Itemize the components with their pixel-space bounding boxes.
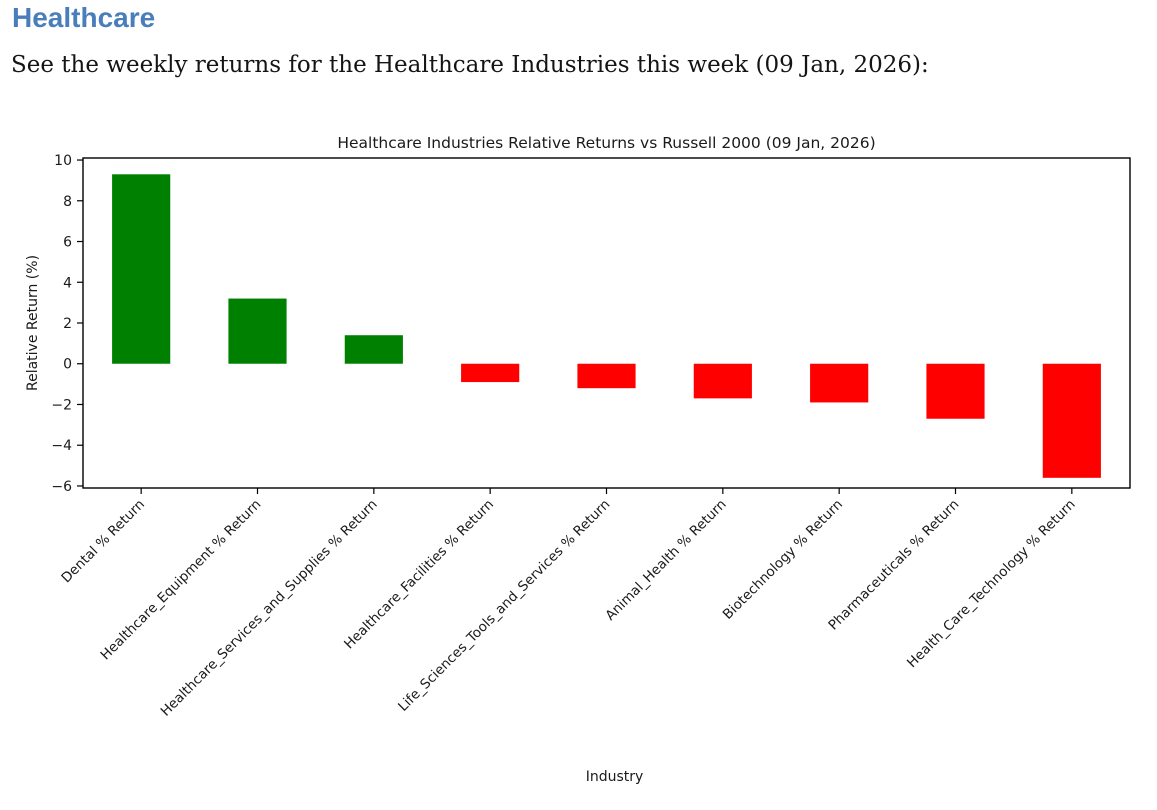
y-tick-label: −2 xyxy=(51,397,72,413)
x-tick-label: Pharmaceuticals % Return xyxy=(825,497,962,634)
bar-healthcare_equipment xyxy=(228,298,287,364)
y-tick-label: 0 xyxy=(63,357,72,373)
bar-health_care_technology xyxy=(1042,363,1101,478)
y-tick-label: −6 xyxy=(51,479,72,495)
y-tick-label: 10 xyxy=(54,153,72,169)
bar-pharmaceuticals xyxy=(926,363,985,419)
y-tick-label: 6 xyxy=(63,235,72,251)
plot-frame xyxy=(82,157,1131,489)
bar-life_sciences_tools_and_services xyxy=(577,363,636,389)
x-tick-label: Dental % Return xyxy=(58,497,148,587)
x-tick-label: Animal_Health % Return xyxy=(602,497,729,624)
y-axis-label: Relative Return (%) xyxy=(25,255,41,391)
bar-animal_health xyxy=(693,363,752,399)
intro-text: See the weekly returns for the Healthcar… xyxy=(11,52,929,78)
x-tick-label: Healthcare_Services_and_Supplies % Retur… xyxy=(158,497,381,720)
returns-bar-chart: Healthcare Industries Relative Returns v… xyxy=(0,118,1157,806)
y-tick-label: 8 xyxy=(63,194,72,210)
chart-canvas: Healthcare Industries Relative Returns v… xyxy=(25,134,1131,785)
x-axis-label: Industry xyxy=(586,769,644,785)
bar-biotechnology xyxy=(810,363,869,403)
bar-healthcare_facilities xyxy=(461,363,520,383)
y-tick-label: 2 xyxy=(63,316,72,332)
y-tick-label: 4 xyxy=(63,275,72,291)
y-tick-label: −4 xyxy=(51,438,72,454)
bar-dental xyxy=(112,174,171,364)
page-title: Healthcare xyxy=(12,2,156,33)
x-tick-label: Biotechnology % Return xyxy=(720,497,846,623)
chart-title: Healthcare Industries Relative Returns v… xyxy=(337,134,875,152)
x-tick-label: Life_Sciences_Tools_and_Services % Retur… xyxy=(395,497,613,715)
bar-healthcare_services_and_supplies xyxy=(344,335,403,364)
